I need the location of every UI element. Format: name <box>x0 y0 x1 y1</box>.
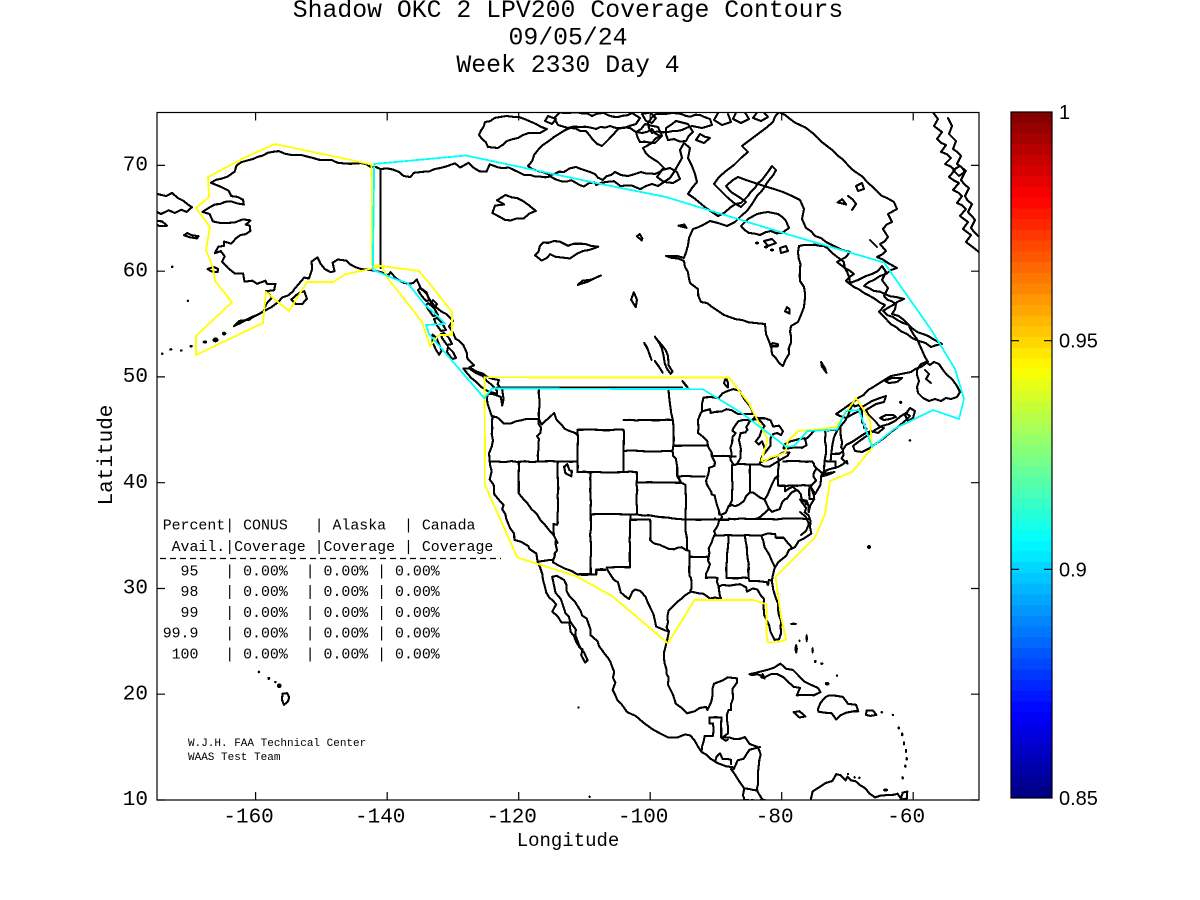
svg-text:Avail.|Coverage |Coverage | Co: Avail.|Coverage |Coverage | Coverage <box>163 540 494 556</box>
svg-text:50: 50 <box>123 366 148 389</box>
svg-text:0.9: 0.9 <box>1059 559 1087 581</box>
svg-text:99.9 | 0.00% | 0.00% | 0.00: 99.9 | 0.00% | 0.00% | 0.00% <box>163 627 440 643</box>
svg-text:W.J.H. FAA Technical Center: W.J.H. FAA Technical Center <box>188 738 366 750</box>
svg-text:Week 2330 Day 4: Week 2330 Day 4 <box>456 52 679 80</box>
svg-text:0.95: 0.95 <box>1059 331 1098 353</box>
svg-text:09/05/24: 09/05/24 <box>508 25 627 53</box>
svg-text:60: 60 <box>123 260 148 283</box>
svg-text:70: 70 <box>123 155 148 178</box>
svg-text:Shadow OKC 2 LPV200 Coverage C: Shadow OKC 2 LPV200 Coverage Contours <box>293 0 844 25</box>
svg-text:40: 40 <box>123 472 148 495</box>
svg-text:-160: -160 <box>223 806 273 829</box>
svg-text:-100: -100 <box>618 806 668 829</box>
svg-text:10: 10 <box>123 789 148 812</box>
svg-text:-80: -80 <box>756 806 794 829</box>
svg-text:99 | 0.00% | 0.00% | 0.00%: 99 | 0.00% | 0.00% | 0.00% <box>163 606 440 622</box>
svg-text:98 | 0.00% | 0.00% | 0.00%: 98 | 0.00% | 0.00% | 0.00% <box>163 585 440 601</box>
svg-text:-120: -120 <box>486 806 536 829</box>
svg-text:1: 1 <box>1059 102 1070 124</box>
svg-text:100 | 0.00% | 0.00% | 0.00%: 100 | 0.00% | 0.00% | 0.00% <box>163 647 440 663</box>
svg-text:-140: -140 <box>355 806 405 829</box>
svg-text:95 | 0.00% | 0.00% | 0.00%: 95 | 0.00% | 0.00% | 0.00% <box>163 565 440 581</box>
svg-text:0.85: 0.85 <box>1059 788 1098 810</box>
svg-text:WAAS Test Team: WAAS Test Team <box>188 752 281 764</box>
svg-text:Latitude: Latitude <box>96 405 119 506</box>
svg-text:Longitude: Longitude <box>517 830 620 852</box>
svg-text:Percent| CONUS | Alaska | C: Percent| CONUS | Alaska | Canada <box>163 519 476 535</box>
svg-text:30: 30 <box>123 578 148 601</box>
svg-text:-60: -60 <box>887 806 925 829</box>
svg-text:20: 20 <box>123 683 148 706</box>
